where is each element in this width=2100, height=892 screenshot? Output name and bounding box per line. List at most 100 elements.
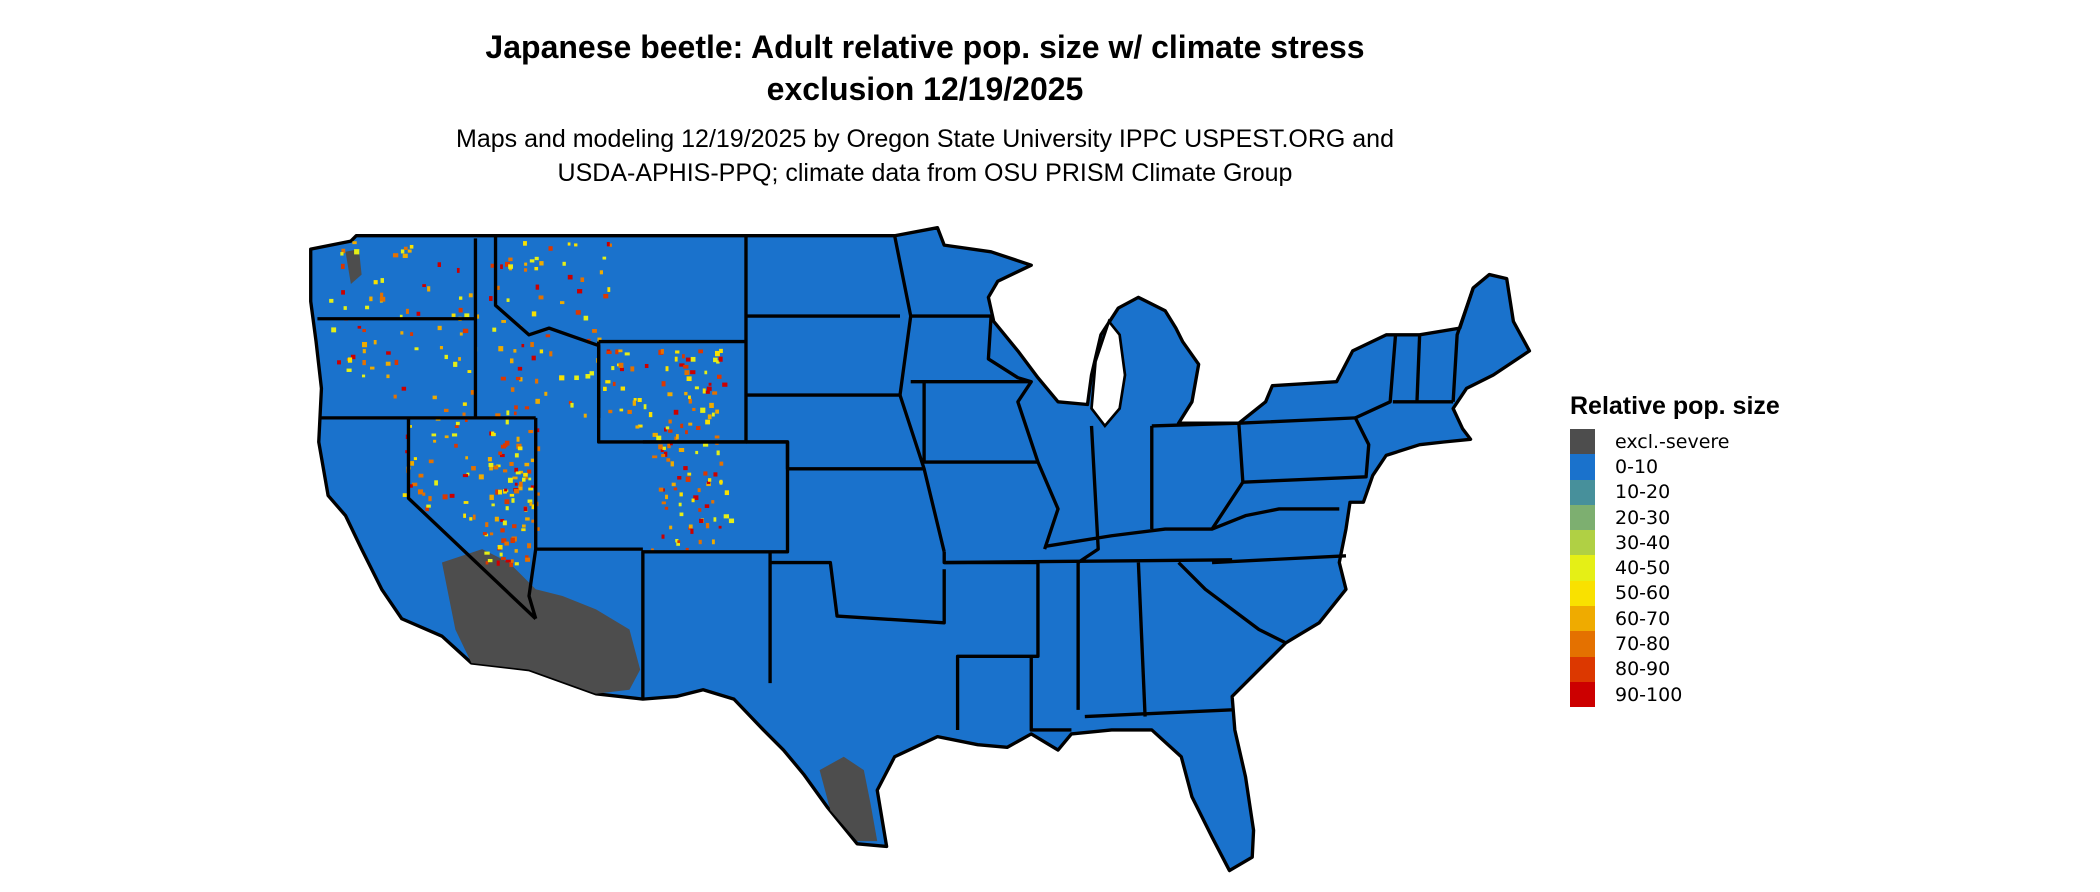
hotspot-mark: [496, 560, 500, 566]
state-border: [1044, 507, 1340, 549]
hotspot-mark: [703, 471, 708, 476]
hotspot-mark: [401, 386, 407, 391]
hotspot-mark: [463, 513, 466, 518]
hotspot-mark: [514, 453, 519, 458]
hotspot-mark: [530, 485, 535, 489]
legend-label: 20-30: [1615, 506, 1671, 529]
hotspot-mark: [472, 514, 476, 520]
hotspot-mark: [380, 278, 384, 283]
hotspot-mark: [329, 298, 334, 303]
state-border: [1151, 421, 1245, 530]
hotspot-mark: [439, 346, 443, 350]
hotspot-mark: [643, 404, 647, 410]
hotspot-mark: [516, 443, 522, 449]
legend-label: 50-60: [1615, 582, 1671, 605]
hotspot-mark: [527, 543, 532, 549]
legend-item: 60-70: [1570, 606, 1780, 632]
hotspot-mark: [400, 331, 404, 335]
hotspot-mark: [624, 352, 630, 356]
hotspot-mark: [499, 552, 503, 557]
hotspot-mark: [491, 503, 495, 507]
subtitle-line-1: Maps and modeling 12/19/2025 by Oregon S…: [456, 125, 1394, 153]
hotspot-mark: [684, 370, 690, 376]
hotspot-mark: [620, 386, 626, 391]
hotspot-mark: [602, 256, 607, 260]
state-border: [1136, 562, 1147, 717]
hotspot-mark: [508, 257, 513, 262]
hotspot-mark: [687, 472, 692, 476]
hotspot-mark: [354, 249, 360, 255]
hotspot-mark: [505, 559, 511, 563]
hotspot-mark: [611, 366, 615, 371]
hotspot-mark: [693, 495, 699, 500]
hotspot-mark: [544, 391, 548, 396]
hotspot-mark: [570, 402, 574, 408]
hotspot-mark: [341, 248, 346, 254]
hotspot-mark: [431, 433, 437, 437]
hotspot-mark: [454, 443, 458, 448]
hotspot-mark: [514, 488, 520, 494]
hotspot-mark: [716, 360, 720, 364]
hotspot-mark: [500, 444, 507, 449]
hotspot-mark: [451, 313, 456, 317]
legend-swatch: [1570, 656, 1595, 682]
hotspot-mark: [392, 253, 399, 258]
hotspot-mark: [603, 293, 609, 299]
state-border: [1211, 554, 1347, 565]
hotspot-mark: [465, 456, 469, 460]
hotspot-mark: [444, 354, 448, 360]
hotspot-mark: [619, 408, 624, 412]
hotspot-mark: [695, 450, 699, 455]
hotspot-mark: [337, 360, 341, 365]
hotspot-mark: [509, 461, 514, 466]
hotspot-mark: [410, 332, 414, 336]
hotspot-mark: [456, 267, 460, 273]
hotspot-mark: [527, 499, 533, 503]
hotspot-mark: [519, 377, 523, 382]
hotspot-mark: [690, 370, 696, 375]
hotspot-mark: [379, 296, 386, 302]
hotspot-mark: [380, 292, 384, 298]
hotspot-mark: [673, 487, 678, 491]
hotspot-mark: [427, 286, 431, 292]
hotspot-mark: [499, 453, 505, 458]
legend-item: excl.-severe: [1570, 429, 1780, 455]
hotspot-mark: [478, 474, 484, 480]
hotspot-mark: [513, 349, 517, 353]
hotspot-mark: [518, 485, 523, 491]
hotspot-mark: [603, 386, 607, 391]
hotspot-mark: [362, 349, 366, 354]
hotspot-mark: [340, 252, 344, 256]
hotspot-mark: [494, 516, 499, 522]
hotspot-mark: [498, 451, 502, 455]
hotspot-mark: [523, 507, 528, 512]
hotspot-mark: [713, 472, 718, 477]
hotspot-mark: [393, 394, 397, 399]
hotspot-mark: [500, 528, 505, 533]
hotspot-mark: [524, 262, 528, 266]
hotspot-mark: [498, 346, 504, 352]
hotspot-mark: [606, 350, 612, 355]
hotspot-mark: [665, 366, 669, 372]
hotspot-mark: [443, 408, 449, 413]
hotspot-mark: [471, 466, 476, 471]
hotspot-mark: [709, 402, 714, 408]
hotspot-mark: [671, 482, 676, 487]
hotspot-mark: [462, 402, 467, 406]
hotspot-mark: [716, 450, 720, 456]
state-border: [922, 381, 1038, 464]
hotspot-mark: [609, 243, 612, 247]
hotspot-mark: [711, 539, 715, 545]
hotspot-mark: [568, 401, 572, 405]
legend-swatch: [1570, 504, 1595, 531]
hotspot-mark: [719, 461, 724, 466]
hotspot-mark: [724, 490, 730, 496]
hotspot-mark: [487, 558, 493, 563]
hotspot-mark: [702, 388, 706, 394]
hotspot-mark: [630, 366, 635, 372]
hotspot-mark: [583, 413, 587, 418]
hotspot-mark: [528, 429, 534, 434]
hotspot-mark: [531, 355, 536, 361]
hotspot-mark: [463, 501, 469, 504]
hotspot-mark: [673, 409, 679, 415]
